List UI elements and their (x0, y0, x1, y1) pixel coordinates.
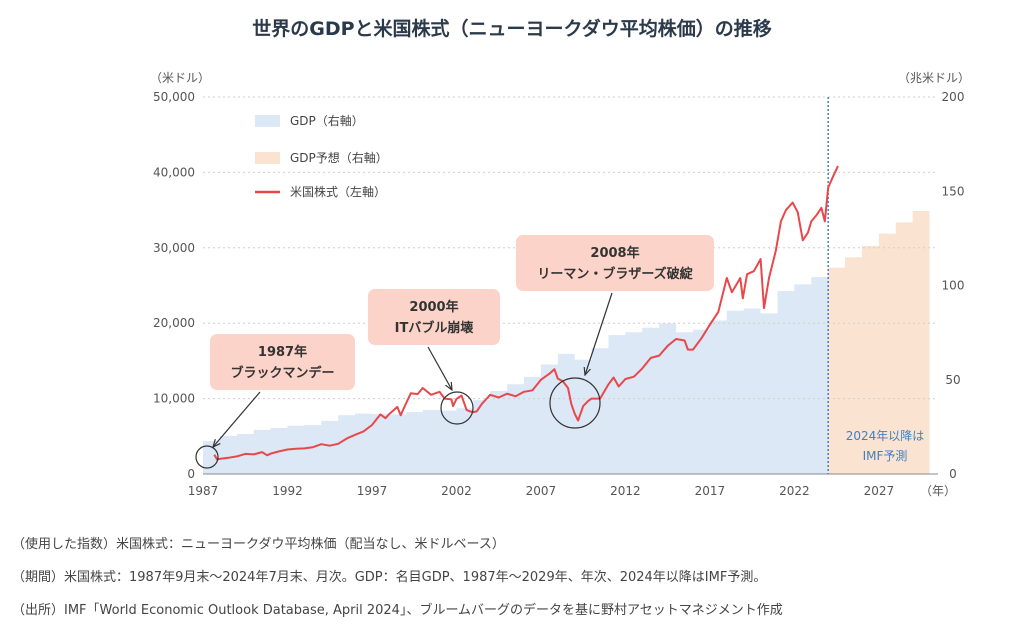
y-left-tick-label: 40,000 (153, 165, 195, 179)
y-right-tick-label: 200 (942, 90, 965, 104)
callout-year-2: 2008年 (590, 245, 639, 261)
callout-arrow-0 (213, 391, 261, 447)
y-left-tick-label: 10,000 (153, 392, 195, 406)
y-right-unit: （兆米ドル） (898, 71, 970, 85)
forecast-note-line1: 2024年以降は (846, 429, 925, 443)
x-unit: （年） (920, 484, 956, 498)
callout-year-0: 1987年 (258, 344, 307, 360)
note-period: （期間）米国株式：1987年9月末～2024年7月末、月次。GDP：名目GDP、… (12, 570, 767, 585)
callout-box-1 (368, 289, 500, 345)
y-left-tick-label: 20,000 (153, 316, 195, 330)
callout-year-1: 2000年 (409, 299, 458, 315)
x-tick-label: 2017 (695, 484, 726, 498)
legend-swatch-gdp_forecast (255, 152, 280, 164)
note-source: （出所）IMF「World Economic Outlook Database,… (12, 603, 783, 618)
y-left-tick-label: 50,000 (153, 90, 195, 104)
callout-box-0 (210, 334, 355, 390)
callout-event-2: リーマン・ブラザーズ破綻 (537, 266, 693, 282)
callout-circle-2 (549, 377, 601, 429)
chart-title: 世界のGDPと米国株式（ニューヨークダウ平均株価）の推移 (252, 18, 772, 40)
forecast-note-line2: IMF予測 (863, 449, 908, 463)
y-left-tick-label: 30,000 (153, 241, 195, 255)
x-tick-label: 1987 (188, 484, 219, 498)
x-tick-label: 2022 (779, 484, 810, 498)
callout-circle-1 (440, 391, 474, 425)
callout-event-1: ITバブル崩壊 (395, 320, 475, 336)
callout-event-0: ブラックマンデー (230, 365, 334, 381)
legend-label-gdp_forecast: GDP予想（右軸） (290, 150, 388, 165)
note-index: （使用した指数）米国株式：ニューヨークダウ平均株価（配当なし、米ドルベース） (12, 537, 505, 552)
gdp-stock-chart: 0 10,000 20,000 30,000 40,000 50,000 0 50 100 150… (150, 71, 970, 498)
x-tick-label: 1992 (272, 484, 303, 498)
callout-arrow-1 (427, 346, 452, 390)
callout-box-2 (516, 235, 714, 291)
y-right-tick-label: 0 (949, 467, 957, 481)
y-left-tick-label: 0 (187, 467, 195, 481)
y-left-unit: （米ドル） (150, 71, 210, 85)
x-tick-label: 2012 (610, 484, 641, 498)
gdp-forecast-area (828, 211, 930, 475)
y-right-tick-label: 100 (942, 279, 965, 293)
callout-arrow-2 (585, 292, 613, 375)
legend-label-stock: 米国株式（左軸） (290, 184, 386, 199)
stock-line (213, 165, 839, 461)
x-tick-label: 2002 (441, 484, 472, 498)
legend-label-gdp: GDP（右軸） (290, 113, 364, 128)
y-right-tick-label: 150 (942, 184, 965, 198)
x-tick-label: 2027 (864, 484, 895, 498)
x-tick-label: 1997 (357, 484, 388, 498)
x-tick-label: 2007 (526, 484, 557, 498)
callout-circle-0 (195, 445, 219, 469)
gdp-area (203, 277, 829, 474)
y-right-tick-label: 50 (945, 373, 960, 387)
legend-swatch-gdp (255, 115, 280, 127)
